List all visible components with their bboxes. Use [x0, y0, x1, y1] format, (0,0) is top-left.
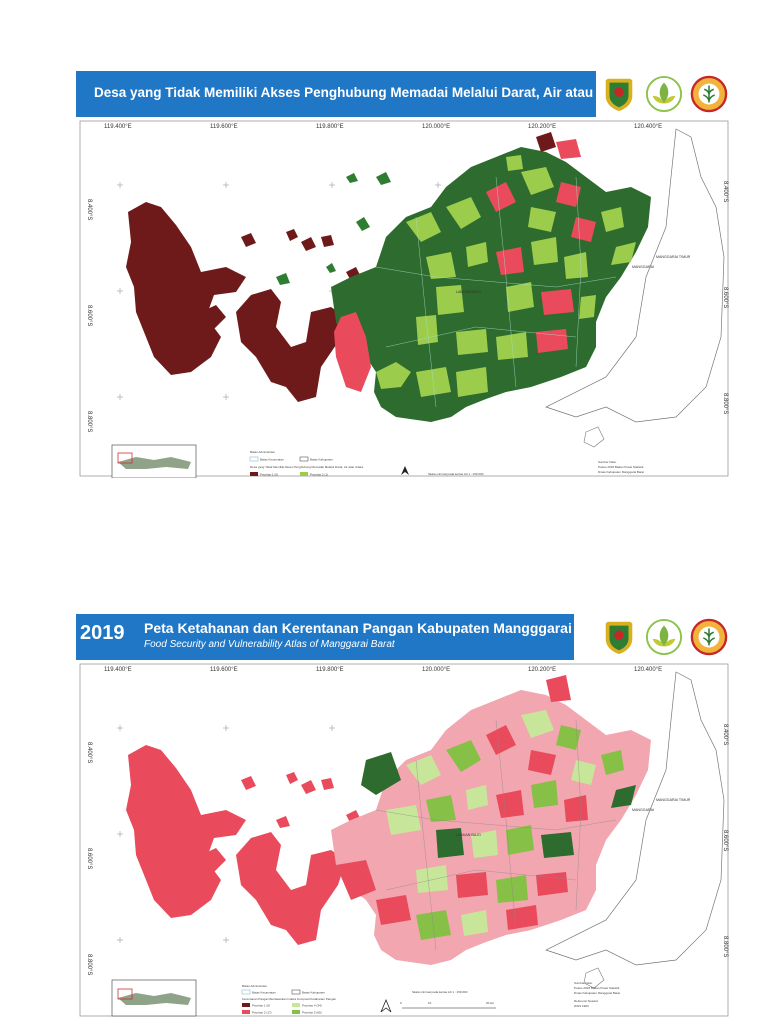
source-line: Dinas Kabupaten Manggarai Barat [574, 991, 620, 995]
place-label-manggarai-timur: MANGGARAI TIMUR [656, 255, 691, 259]
regency-emblem-icon [600, 618, 638, 656]
source-line: Dinas Kabupaten Manggarai Barat [598, 470, 644, 474]
legend-category-heading: Desa yang Tidak Memiliki Akses Penghubun… [250, 465, 364, 469]
locator-inset [112, 980, 196, 1016]
lat-label: 8.800°S [86, 954, 92, 975]
lat-label: 8.800°S [722, 393, 728, 414]
map-panel-food-security: 2019 Peta Ketahanan dan Kerentanan Panga… [76, 614, 732, 1018]
legend-swatch [300, 457, 308, 461]
map-canvas: 119.400°E 119.600°E 119.800°E 120.000°E … [76, 660, 732, 1018]
regency-emblem-icon [600, 75, 638, 113]
logo-group [596, 71, 732, 117]
atlas-year: 2019 [80, 622, 125, 645]
lon-label: 119.400°E [104, 667, 132, 673]
place-label-manggarai-timur: MANGGARAI TIMUR [656, 798, 691, 802]
food-security-agency-logo-icon [645, 75, 683, 113]
map-title: Desa yang Tidak Memiliki Akses Penghubun… [94, 85, 635, 100]
scale-mark: 20 km [486, 1001, 495, 1005]
legend-category-label: Prioritas 1 (0) [260, 473, 278, 477]
map-frame: 119.400°E 119.600°E 119.800°E 120.000°E … [76, 117, 732, 478]
legend-swatch [242, 1010, 250, 1014]
scale-note: Skala minimal pada kertas A4 1 : 150.000 [428, 472, 484, 476]
lat-label: 8.600°S [86, 305, 92, 326]
legend-boundary-heading: Batas Administrasi [250, 450, 275, 454]
lon-label: 119.600°E [210, 667, 238, 673]
place-label-labuan-bajo: LABUAN BAJO [456, 833, 481, 837]
map-title: Peta Ketahanan dan Kerentanan Pangan Kab… [144, 620, 612, 636]
legend-swatch [242, 1003, 250, 1007]
ministry-agriculture-logo-icon [690, 618, 728, 656]
legend-boundary-item: Batas Kecamatan [252, 991, 276, 995]
ministry-agriculture-logo-icon [690, 75, 728, 113]
legend-swatch [292, 1010, 300, 1014]
map-panel-access: Desa yang Tidak Memiliki Akses Penghubun… [76, 71, 732, 478]
source-line: Podes 2018 Badan Pusat Statistik [574, 986, 620, 990]
legend-boundary-item: Batas Kecamatan [260, 458, 284, 462]
lon-label: 119.800°E [316, 667, 344, 673]
legend-boundary-heading: Batas Administrasi [242, 984, 267, 988]
scale-note: Skala minimal pada kertas A4 1 : 150.000 [412, 990, 468, 994]
lon-label: 120.400°E [634, 124, 662, 130]
legend-swatch [300, 472, 308, 476]
lon-label: 120.000°E [422, 667, 450, 673]
legend-swatch [292, 1003, 300, 1007]
map-title-bar: 2019 Peta Ketahanan dan Kerentanan Panga… [76, 614, 574, 660]
source-heading: Sumber Data: [574, 981, 593, 985]
legend-swatch [292, 990, 300, 994]
lon-label: 120.200°E [528, 124, 556, 130]
legend-category-heading: Kerentanan Pangan Berdasarkan Indeks Kom… [242, 997, 336, 1001]
lat-label: 8.400°S [722, 724, 728, 745]
lon-label: 120.000°E [422, 124, 450, 130]
legend-swatch [250, 472, 258, 476]
map-canvas: 119.400°E 119.600°E 119.800°E 120.000°E … [76, 117, 732, 478]
lon-label: 119.800°E [316, 124, 344, 130]
lat-label: 8.600°S [86, 848, 92, 869]
legend-category-label: Prioritas 2 (17) [252, 1011, 272, 1015]
legend-swatch [250, 457, 258, 461]
lat-label: 8.400°S [722, 181, 728, 202]
legend-boundary-item: Batas Kabupaten [302, 991, 325, 995]
legend-category-label: Prioritas 2 (1) [310, 473, 328, 477]
legend-swatch [242, 990, 250, 994]
map-title-bar: Desa yang Tidak Memiliki Akses Penghubun… [76, 71, 596, 117]
lat-label: 8.400°S [86, 742, 92, 763]
source-heading: Sumber Data: [598, 460, 617, 464]
lon-label: 120.400°E [634, 667, 662, 673]
source-line: Podes 2018 Badan Pusat Statistik [598, 465, 644, 469]
place-label-manggarai: MANGGARAI [632, 265, 654, 269]
lat-label: 8.400°S [86, 199, 92, 220]
lat-label: 8.800°S [86, 411, 92, 432]
lon-label: 119.600°E [210, 124, 238, 130]
legend-boundary-item: Batas Kabupaten [310, 458, 333, 462]
map-frame: 119.400°E 119.600°E 119.800°E 120.000°E … [76, 660, 732, 1018]
reference-value: WGS 1984 [574, 1004, 589, 1008]
place-label-labuan-bajo: LABUAN BAJO [456, 290, 481, 294]
lon-label: 120.200°E [528, 667, 556, 673]
legend-category-label: Prioritas 5 (65) [302, 1011, 322, 1015]
map-subtitle: Food Security and Vulnerability Atlas of… [144, 639, 395, 650]
logo-group [596, 614, 732, 660]
scale-mark: 10 [428, 1001, 432, 1005]
legend-category-label: Prioritas 4 (34) [302, 1004, 322, 1008]
lon-label: 119.400°E [104, 124, 132, 130]
place-label-manggarai: MANGGARAI [632, 808, 654, 812]
legend-category-label: Prioritas 1 (0) [252, 1004, 270, 1008]
food-security-agency-logo-icon [645, 618, 683, 656]
lat-label: 8.800°S [722, 936, 728, 957]
locator-inset [112, 445, 196, 478]
reference-heading: Referensi Spasial: [574, 999, 599, 1003]
